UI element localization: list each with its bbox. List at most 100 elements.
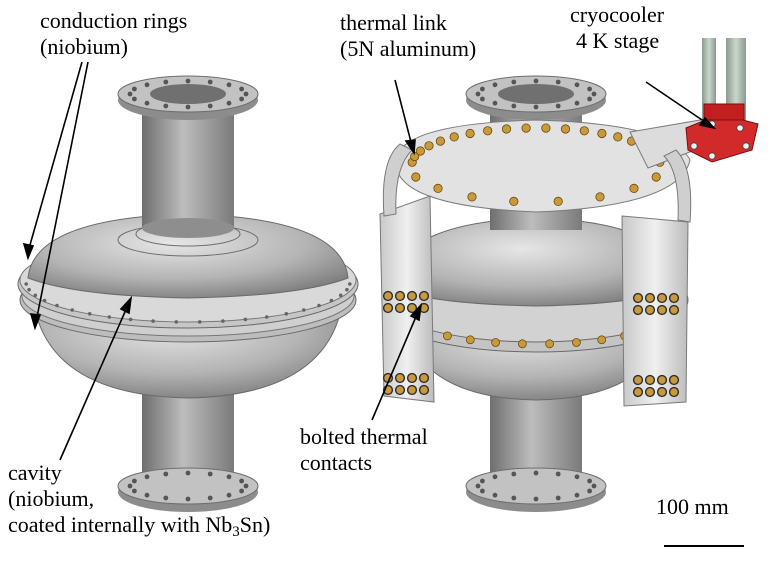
bolt: [185, 470, 191, 476]
bolt: [226, 492, 232, 498]
bolt: [243, 317, 248, 322]
bolt: [533, 496, 539, 502]
plate-bolt: [418, 290, 430, 302]
bolt: [480, 478, 485, 484]
label-conduction-rings: conduction rings (niobium): [40, 8, 187, 60]
plate-bolt: [418, 372, 430, 384]
bolt: [127, 91, 133, 97]
plate-bolt: [668, 304, 680, 316]
bolt: [163, 79, 169, 85]
label-cryocooler-line2: 4 K stage: [576, 28, 660, 53]
bolt: [207, 495, 213, 501]
bolt: [239, 96, 245, 102]
label-cryocooler: cryocooler 4 K stage: [570, 2, 664, 54]
bolt: [55, 303, 59, 308]
bolt: [613, 132, 623, 142]
bolt: [511, 471, 517, 477]
bolt: [221, 319, 225, 323]
scale-bar-label: 100 mm: [656, 494, 729, 519]
bolt: [465, 128, 475, 139]
bolt: [226, 100, 232, 106]
bolt: [207, 103, 213, 109]
bolt: [595, 192, 605, 202]
bolt: [511, 103, 517, 109]
bolt: [555, 471, 561, 477]
plate-bolt: [406, 372, 418, 384]
bolt: [533, 470, 539, 476]
bolt: [480, 96, 485, 102]
leader-conduction-ring-upper: [27, 61, 83, 253]
bolt: [560, 124, 571, 134]
bolt: [480, 86, 485, 92]
bolt: [163, 103, 169, 109]
bolt: [579, 126, 589, 136]
bolt: [521, 123, 531, 133]
leader-bolted-contacts: [371, 311, 419, 421]
label-thermal-link: thermal link (5N aluminum): [340, 10, 476, 62]
bolt: [144, 82, 150, 88]
left-top-tube: [142, 100, 234, 228]
bolt: [480, 488, 485, 494]
bolt: [555, 103, 561, 109]
bolt: [545, 339, 554, 349]
bolt: [42, 298, 47, 303]
bolt: [226, 474, 232, 480]
bolt: [651, 172, 661, 182]
bolt: [197, 320, 202, 324]
bolt: [317, 303, 321, 308]
plate-bolt: [656, 386, 668, 398]
label-bolted-contacts-line1: bolted thermal: [300, 424, 428, 449]
plate-bolt: [382, 290, 394, 302]
label-cavity-line3-suffix: Sn): [239, 512, 271, 537]
bolt: [128, 317, 133, 322]
leader-cryocooler: [645, 81, 709, 125]
bolt: [555, 79, 561, 85]
bolt: [511, 79, 517, 85]
bolt: [491, 338, 501, 347]
bolt: [151, 319, 155, 323]
bolt: [132, 96, 137, 102]
bolt: [572, 338, 581, 347]
bolt: [587, 86, 592, 92]
bolt: [33, 293, 38, 298]
bolt: [132, 488, 137, 494]
label-thermal-link-line2: (5N aluminum): [340, 36, 477, 61]
bolt: [348, 282, 352, 286]
left-cavity: [17, 75, 359, 512]
bolt: [511, 495, 517, 501]
bolt: [144, 492, 150, 498]
bolt: [597, 335, 607, 345]
plate-bolt: [656, 292, 668, 304]
bolt: [533, 104, 539, 110]
label-cavity-line1: cavity: [8, 460, 62, 485]
plate-bolt: [394, 302, 406, 314]
bolt: [591, 483, 597, 489]
bolt: [163, 495, 169, 501]
thermal-link-ring: [395, 119, 691, 213]
bolt: [132, 478, 137, 484]
plate-bolt: [418, 384, 430, 396]
bolt: [465, 335, 475, 345]
bolt: [501, 124, 512, 134]
bolt: [411, 172, 421, 182]
leader-cavity: [59, 304, 129, 461]
cryocooler-tube-right: [726, 38, 746, 124]
bolt: [533, 78, 539, 84]
bolt: [144, 100, 150, 106]
plate-bolt: [644, 304, 656, 316]
plate-bolt: [394, 384, 406, 396]
bolt: [338, 293, 343, 298]
bolt: [629, 183, 639, 193]
bolt: [243, 91, 249, 97]
bolt: [24, 282, 29, 286]
plate-bolt: [668, 386, 680, 398]
bolt: [435, 136, 445, 146]
label-cavity-line2: (niobium,: [8, 486, 95, 511]
label-cavity-line3: coated internally with Nb3Sn): [8, 512, 271, 540]
label-bolted-contacts: bolted thermal contacts: [300, 424, 428, 476]
bolt: [509, 196, 519, 206]
label-bolted-contacts-line2: contacts: [300, 450, 373, 475]
bolt: [329, 298, 334, 303]
bolt: [553, 196, 563, 206]
plate-bolt: [644, 374, 656, 386]
